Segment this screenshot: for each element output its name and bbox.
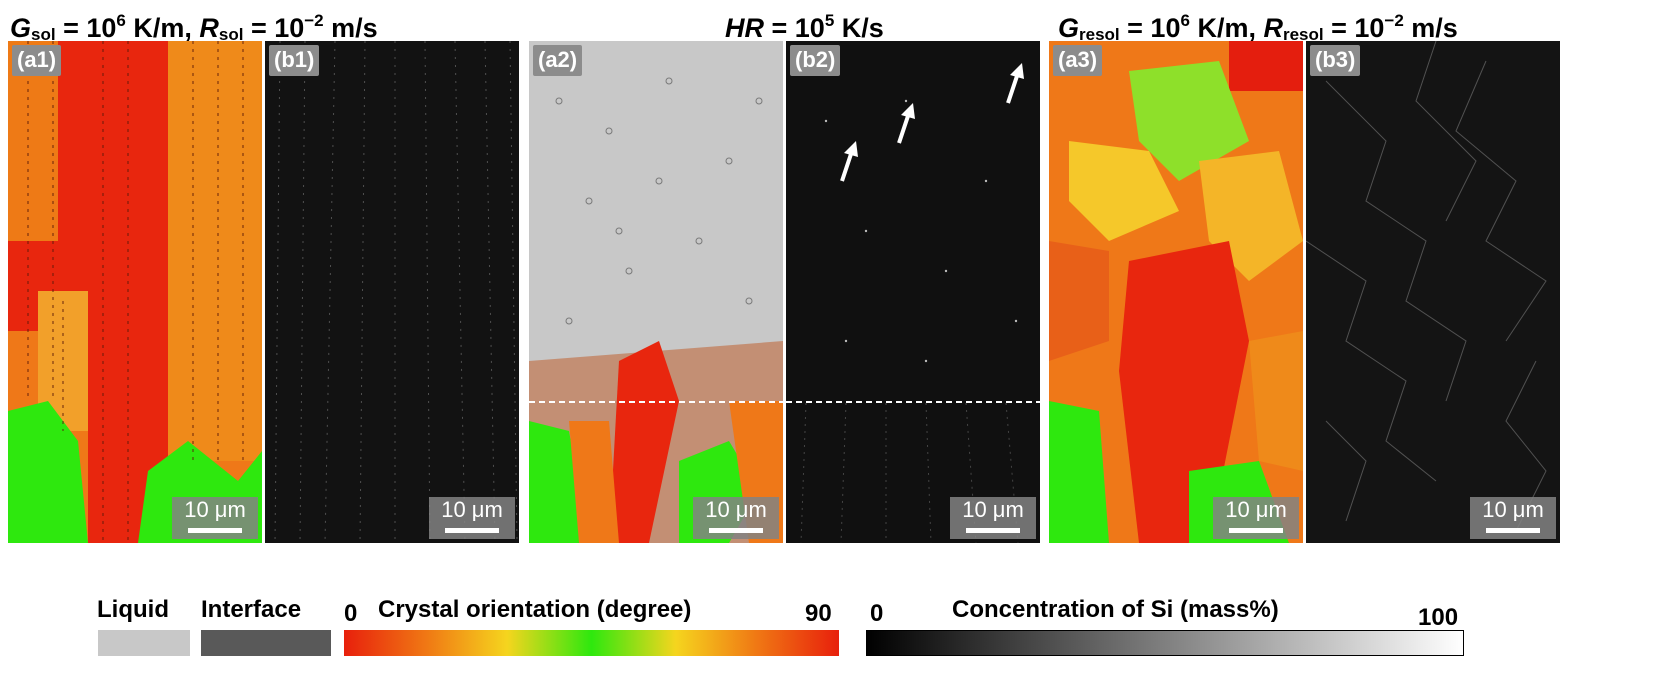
panel-b3-concentration-map: (b3) 10 μm — [1306, 41, 1560, 543]
orientation-map-image — [529, 41, 783, 543]
scale-bar-line — [966, 528, 1020, 533]
scale-bar: 10 μm — [950, 497, 1036, 539]
panel-label: (b3) — [1310, 45, 1361, 76]
legend-liquid-swatch — [98, 630, 190, 656]
scale-bar-label: 10 μm — [441, 497, 503, 522]
panel-a3-orientation-map: (a3) 10 μm — [1049, 41, 1303, 543]
scale-bar-line — [1486, 528, 1540, 533]
scale-bar: 10 μm — [693, 497, 779, 539]
scale-bar-label: 10 μm — [705, 497, 767, 522]
panel-label: (b2) — [790, 45, 841, 76]
legend-orientation-min: 0 — [344, 600, 358, 627]
scale-bar-label: 10 μm — [1225, 497, 1287, 522]
panel-label: (a1) — [12, 45, 62, 76]
concentration-map-image — [1306, 41, 1560, 543]
legend-interface-label: Interface — [201, 596, 302, 623]
panel-a2-orientation-map: (a2) 10 μm — [529, 41, 783, 543]
legend-concentration-min: 0 — [870, 600, 884, 627]
legend-concentration-colorbar — [866, 630, 1464, 656]
heading-solidification: Gsol = 106 K/m, Rsol = 10−2 m/s — [10, 11, 378, 44]
legend-interface-swatch — [201, 630, 331, 656]
panel-label: (a2) — [533, 45, 583, 76]
panel-label: (a3) — [1053, 45, 1103, 76]
scale-bar-label: 10 μm — [184, 497, 246, 522]
panel-a1-orientation-map: (a1) 10 μm — [8, 41, 262, 543]
legend-concentration-max: 100 — [1418, 604, 1459, 631]
scale-bar: 10 μm — [172, 497, 258, 539]
orientation-map-image — [1049, 41, 1303, 543]
scale-bar: 10 μm — [1470, 497, 1556, 539]
scale-bar-label: 10 μm — [1482, 497, 1544, 522]
scale-bar-line — [188, 528, 242, 533]
legend-orientation-title: Crystal orientation (degree) — [378, 596, 692, 623]
scale-bar-line — [709, 528, 763, 533]
arrow-icon — [840, 63, 1024, 182]
heading-heating-rate: HR = 105 K/s — [725, 11, 884, 43]
scale-bar-line — [1229, 528, 1283, 533]
concentration-map-image — [265, 41, 519, 543]
heading-resolidification: Gresol = 106 K/m, Rresol = 10−2 m/s — [1058, 11, 1458, 44]
legend-orientation-colorbar — [344, 630, 839, 656]
legend-liquid-label: Liquid — [97, 596, 169, 623]
orientation-map-image — [8, 41, 262, 543]
scale-bar-label: 10 μm — [962, 497, 1024, 522]
panel-b2-concentration-map: (b2) 10 μm — [786, 41, 1040, 543]
scale-bar: 10 μm — [1213, 497, 1299, 539]
scale-bar-line — [445, 528, 499, 533]
concentration-map-image — [786, 41, 1040, 543]
legend-concentration-title: Concentration of Si (mass%) — [952, 596, 1279, 623]
panel-label: (b1) — [269, 45, 320, 76]
legend-orientation-max: 90 — [805, 600, 832, 627]
scale-bar: 10 μm — [429, 497, 515, 539]
panel-b1-concentration-map: (b1) 10 μm — [265, 41, 519, 543]
